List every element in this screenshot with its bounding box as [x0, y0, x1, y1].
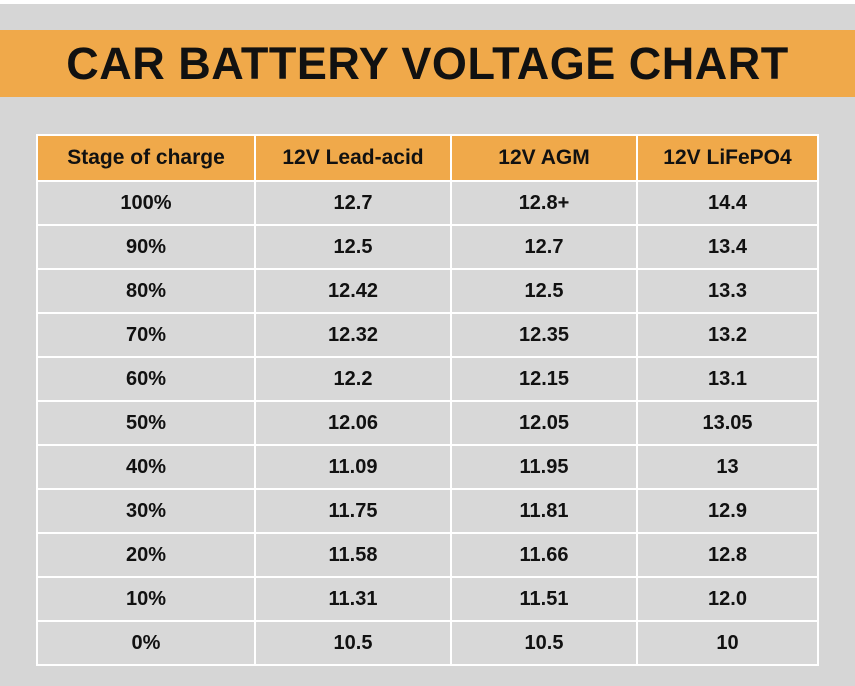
table-cell: 12.7 — [450, 224, 638, 270]
table-row: 10% 11.31 11.51 12.0 — [36, 576, 819, 622]
table-row: 50% 12.06 12.05 13.05 — [36, 400, 819, 446]
table-row: 40% 11.09 11.95 13 — [36, 444, 819, 490]
column-header: 12V LiFePO4 — [636, 134, 819, 182]
table-header-row: Stage of charge 12V Lead-acid 12V AGM 12… — [36, 134, 819, 182]
table-cell: 20% — [36, 532, 256, 578]
table-cell: 13.05 — [636, 400, 819, 446]
column-header: Stage of charge — [36, 134, 256, 182]
table-cell: 10 — [636, 620, 819, 666]
column-header: 12V Lead-acid — [254, 134, 452, 182]
table-row: 30% 11.75 11.81 12.9 — [36, 488, 819, 534]
table-cell: 12.5 — [254, 224, 452, 270]
table-cell: 11.95 — [450, 444, 638, 490]
table-cell: 30% — [36, 488, 256, 534]
table-cell: 12.32 — [254, 312, 452, 358]
table-cell: 10.5 — [254, 620, 452, 666]
table-cell: 11.75 — [254, 488, 452, 534]
table-cell: 12.2 — [254, 356, 452, 402]
table-cell: 12.8 — [636, 532, 819, 578]
table-cell: 50% — [36, 400, 256, 446]
voltage-table-wrapper: Stage of charge 12V Lead-acid 12V AGM 12… — [36, 134, 819, 666]
table-cell: 13 — [636, 444, 819, 490]
table-row: 80% 12.42 12.5 13.3 — [36, 268, 819, 314]
table-cell: 0% — [36, 620, 256, 666]
table-cell: 12.5 — [450, 268, 638, 314]
table-cell: 11.81 — [450, 488, 638, 534]
table-cell: 13.3 — [636, 268, 819, 314]
table-cell: 13.4 — [636, 224, 819, 270]
table-cell: 11.31 — [254, 576, 452, 622]
table-cell: 13.1 — [636, 356, 819, 402]
table-cell: 11.58 — [254, 532, 452, 578]
table-cell: 10% — [36, 576, 256, 622]
table-cell: 12.9 — [636, 488, 819, 534]
table-cell: 60% — [36, 356, 256, 402]
table-row: 60% 12.2 12.15 13.1 — [36, 356, 819, 402]
table-cell: 11.09 — [254, 444, 452, 490]
table-cell: 13.2 — [636, 312, 819, 358]
table-cell: 10.5 — [450, 620, 638, 666]
table-cell: 70% — [36, 312, 256, 358]
table-cell: 90% — [36, 224, 256, 270]
column-header: 12V AGM — [450, 134, 638, 182]
table-row: 100% 12.7 12.8+ 14.4 — [36, 180, 819, 226]
title-banner: CAR BATTERY VOLTAGE CHART — [0, 30, 855, 97]
voltage-table: Stage of charge 12V Lead-acid 12V AGM 12… — [36, 134, 819, 666]
table-cell: 12.35 — [450, 312, 638, 358]
table-cell: 11.66 — [450, 532, 638, 578]
table-cell: 12.7 — [254, 180, 452, 226]
table-cell: 12.15 — [450, 356, 638, 402]
table-cell: 11.51 — [450, 576, 638, 622]
table-row: 90% 12.5 12.7 13.4 — [36, 224, 819, 270]
table-cell: 100% — [36, 180, 256, 226]
table-row: 0% 10.5 10.5 10 — [36, 620, 819, 666]
table-cell: 12.05 — [450, 400, 638, 446]
table-cell: 80% — [36, 268, 256, 314]
table-row: 70% 12.32 12.35 13.2 — [36, 312, 819, 358]
table-cell: 40% — [36, 444, 256, 490]
table-cell: 12.06 — [254, 400, 452, 446]
table-cell: 12.8+ — [450, 180, 638, 226]
table-cell: 14.4 — [636, 180, 819, 226]
table-cell: 12.0 — [636, 576, 819, 622]
table-cell: 12.42 — [254, 268, 452, 314]
table-row: 20% 11.58 11.66 12.8 — [36, 532, 819, 578]
chart-title: CAR BATTERY VOLTAGE CHART — [66, 37, 789, 89]
